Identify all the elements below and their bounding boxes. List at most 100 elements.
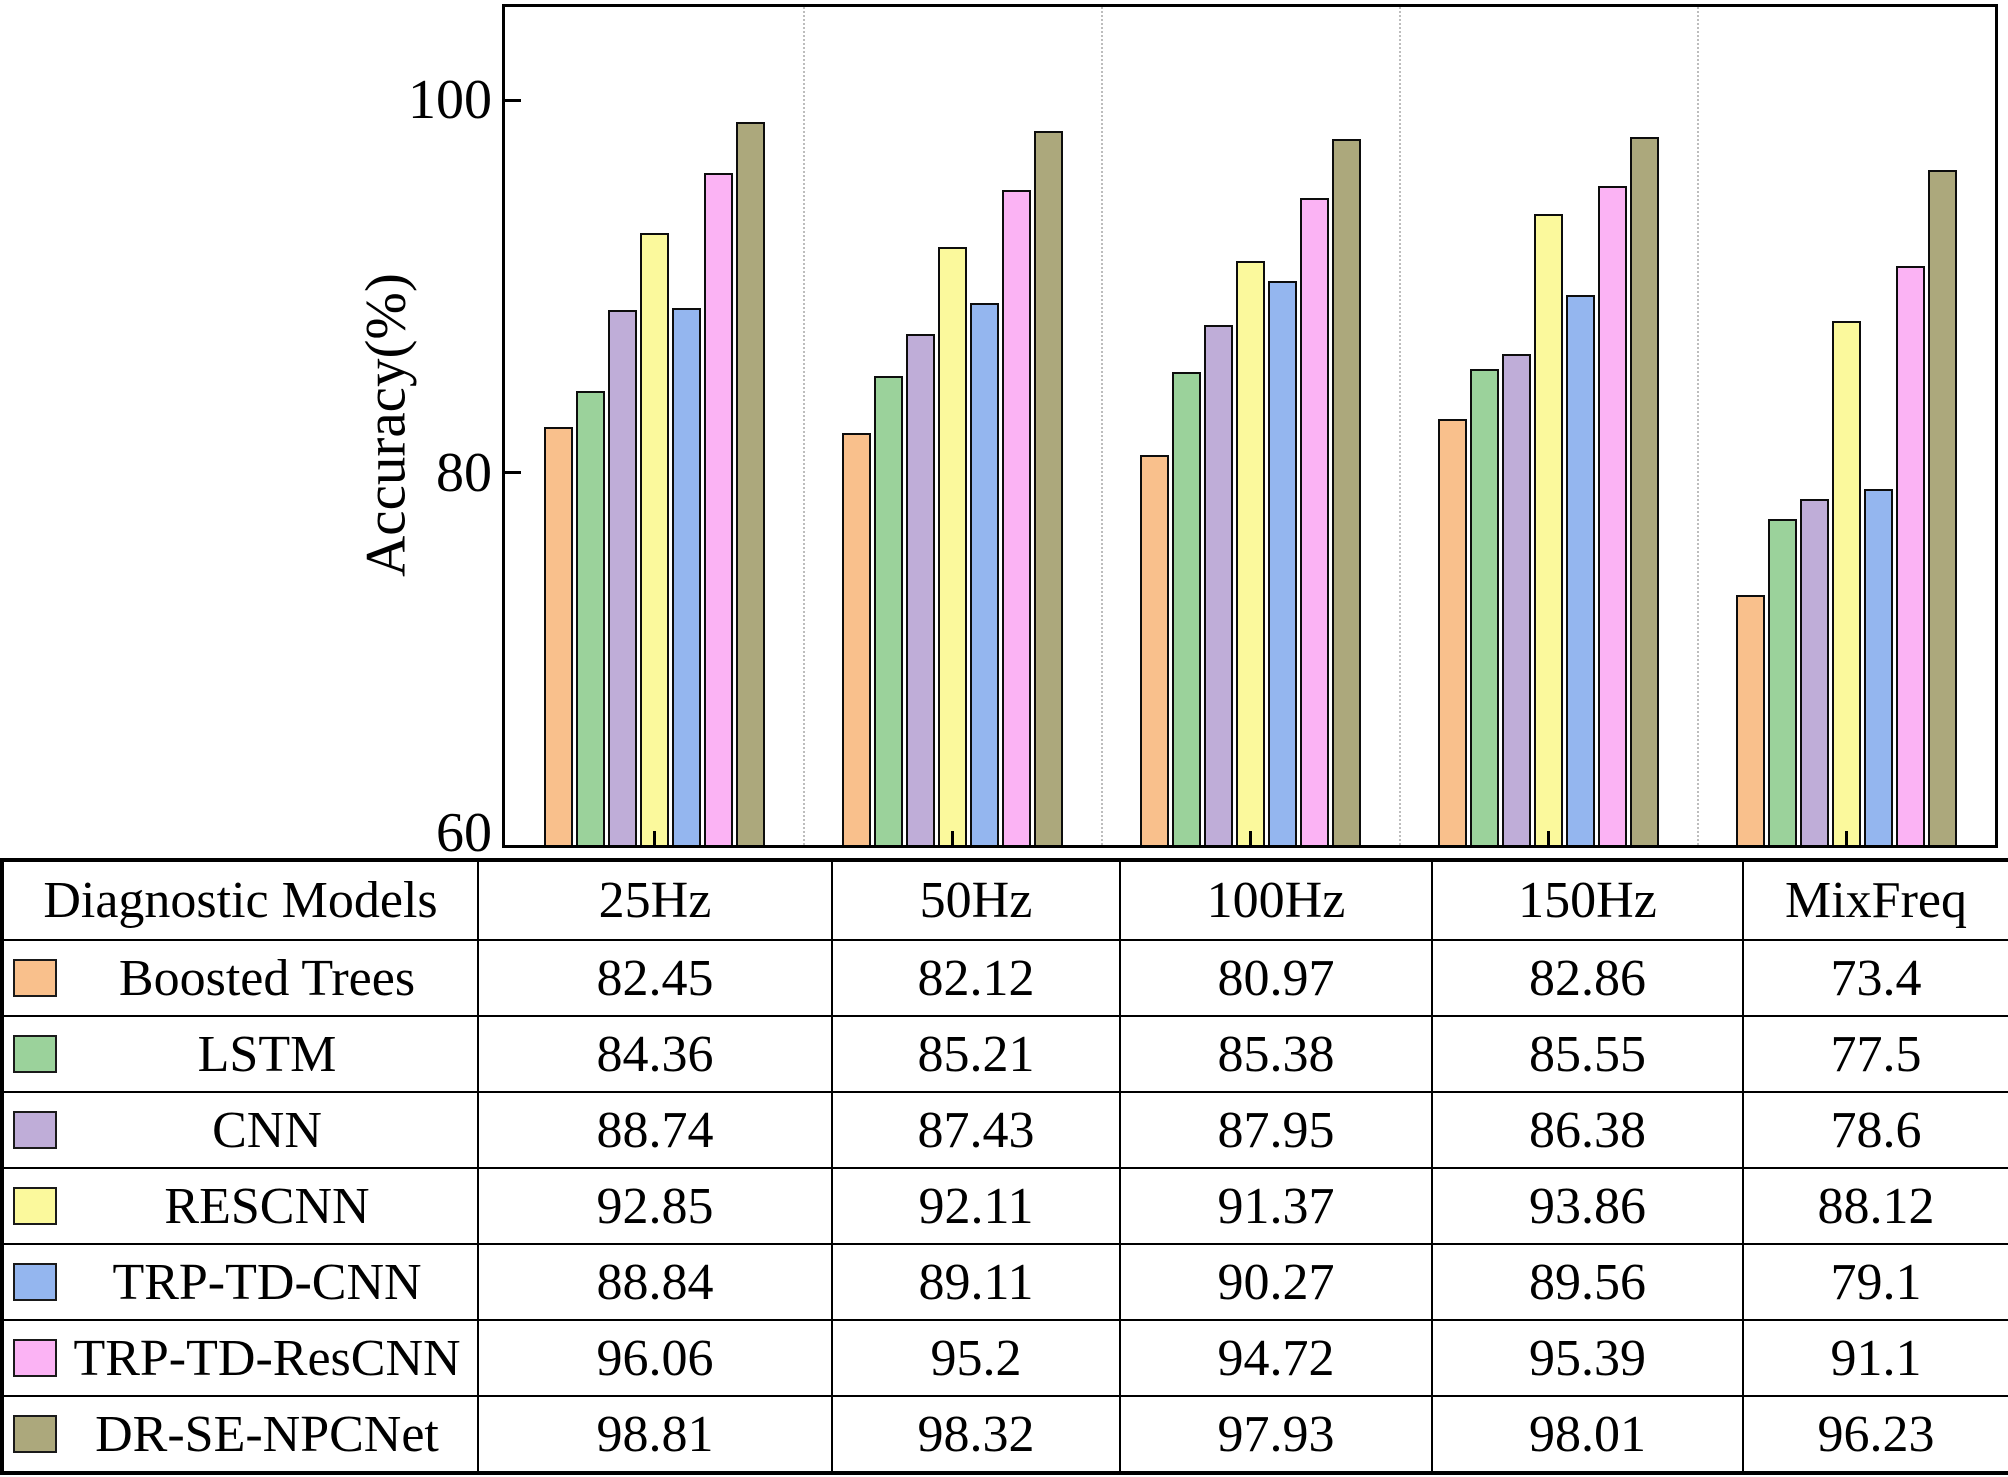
bar-RESCNN-150Hz [1533,214,1563,845]
group-separator-line [803,7,805,845]
header-cell-50Hz: 50Hz [831,859,1121,941]
table-row-TRP-TD-CNN: TRP-TD-CNN 88.84 89.11 90.27 89.56 79.1 [1,1243,2008,1321]
bar-group-MixFreq [1697,7,1995,845]
legend-table-region: Diagnostic Models 25Hz 50Hz 100Hz 150Hz MixFr… [0,858,2008,1475]
model-label: DR-SE-NPCNet [95,1405,439,1463]
value-cell-TRP-TD-ResCNN-MixFreq: 91.1 [1742,1319,2008,1397]
bar-RESCNN-25Hz [639,233,669,845]
value-cell-DR-SE-NPCNet-150Hz: 98.01 [1431,1395,1744,1474]
model-label: CNN [212,1101,322,1159]
value-cell-RESCNN-25Hz: 92.85 [477,1167,833,1245]
value-cell-DR-SE-NPCNet-MixFreq: 96.23 [1742,1395,2008,1474]
bar-Boosted Trees-MixFreq [1735,595,1765,845]
legend-data-table: Diagnostic Models 25Hz 50Hz 100Hz 150Hz MixFr… [0,858,2008,1475]
header-cell-100Hz: 100Hz [1119,859,1433,941]
legend-swatch-Boosted Trees [13,959,57,997]
bar-TRP-TD-ResCNN-25Hz [703,173,733,845]
y-tick-label-100: 100 [408,69,492,132]
value-cell-RESCNN-150Hz: 93.86 [1431,1167,1744,1245]
value-cell-LSTM-25Hz: 84.36 [477,1015,833,1093]
plot-area [502,4,1998,848]
model-cell-Boosted Trees: Boosted Trees [1,939,479,1017]
model-cell-content: DR-SE-NPCNet [4,1405,476,1464]
legend-swatch-DR-SE-NPCNet [13,1415,57,1453]
bar-DR-SE-NPCNet-MixFreq [1927,170,1957,845]
model-cell-TRP-TD-CNN: TRP-TD-CNN [1,1243,479,1321]
bar-LSTM-100Hz [1171,372,1201,845]
model-cell-content: Boosted Trees [4,949,476,1008]
x-axis-tick-50Hz [950,831,954,845]
bar-DR-SE-NPCNet-150Hz [1629,137,1659,845]
header-cell-25Hz: 25Hz [477,859,833,941]
bar-TRP-TD-CNN-150Hz [1565,294,1595,845]
value-cell-Boosted Trees-25Hz: 82.45 [477,939,833,1017]
value-cell-DR-SE-NPCNet-50Hz: 98.32 [831,1395,1121,1474]
value-cell-TRP-TD-CNN-MixFreq: 79.1 [1742,1243,2008,1321]
header-cell-150Hz: 150Hz [1431,859,1744,941]
value-cell-DR-SE-NPCNet-100Hz: 97.93 [1119,1395,1433,1474]
bar-Boosted Trees-100Hz [1139,454,1169,845]
y-axis-tick-80 [505,471,521,475]
value-cell-LSTM-100Hz: 85.38 [1119,1015,1433,1093]
value-cell-DR-SE-NPCNet-25Hz: 98.81 [477,1395,833,1474]
value-cell-CNN-100Hz: 87.95 [1119,1091,1433,1169]
y-tick-label-80: 80 [436,441,492,504]
model-cell-content: TRP-TD-CNN [4,1253,476,1312]
bar-TRP-TD-ResCNN-50Hz [1001,189,1031,845]
model-cell-DR-SE-NPCNet: DR-SE-NPCNet [1,1395,479,1474]
legend-swatch-TRP-TD-ResCNN [13,1339,57,1377]
bar-RESCNN-100Hz [1235,260,1265,845]
bar-TRP-TD-ResCNN-100Hz [1299,198,1329,845]
table-body: Diagnostic Models 25Hz 50Hz 100Hz 150Hz MixFr… [1,859,2008,1474]
group-separator-line [1399,7,1401,845]
bar-TRP-TD-ResCNN-150Hz [1597,185,1627,845]
x-axis-tick-MixFreq [1844,831,1848,845]
y-tick-label-60: 60 [436,802,492,864]
bar-CNN-100Hz [1203,324,1233,845]
bar-TRP-TD-CNN-MixFreq [1863,489,1893,845]
bar-DR-SE-NPCNet-50Hz [1033,131,1063,845]
value-cell-LSTM-50Hz: 85.21 [831,1015,1121,1093]
value-cell-TRP-TD-CNN-25Hz: 88.84 [477,1243,833,1321]
bar-LSTM-MixFreq [1767,519,1797,845]
value-cell-CNN-25Hz: 88.74 [477,1091,833,1169]
model-label: TRP-TD-ResCNN [73,1329,461,1387]
bar-LSTM-25Hz [575,391,605,845]
value-cell-CNN-150Hz: 86.38 [1431,1091,1744,1169]
bar-Boosted Trees-150Hz [1437,419,1467,845]
bar-CNN-25Hz [607,309,637,845]
bar-group-100Hz [1101,7,1399,845]
x-axis-tick-25Hz [652,831,656,845]
value-cell-Boosted Trees-150Hz: 82.86 [1431,939,1744,1017]
value-cell-TRP-TD-CNN-100Hz: 90.27 [1119,1243,1433,1321]
value-cell-TRP-TD-ResCNN-150Hz: 95.39 [1431,1319,1744,1397]
bar-group-50Hz [803,7,1101,845]
value-cell-CNN-MixFreq: 78.6 [1742,1091,2008,1169]
model-label: LSTM [197,1025,337,1083]
bar-group-25Hz [505,7,803,845]
table-row-CNN: CNN 88.74 87.43 87.95 86.38 78.6 [1,1091,2008,1169]
bar-DR-SE-NPCNet-100Hz [1331,138,1361,845]
value-cell-Boosted Trees-50Hz: 82.12 [831,939,1121,1017]
y-axis-tick-100 [505,98,521,102]
bar-RESCNN-50Hz [937,247,967,845]
model-cell-content: LSTM [4,1025,476,1084]
value-cell-LSTM-MixFreq: 77.5 [1742,1015,2008,1093]
value-cell-CNN-50Hz: 87.43 [831,1091,1121,1169]
bar-TRP-TD-CNN-50Hz [969,302,999,845]
table-row-RESCNN: RESCNN 92.85 92.11 91.37 93.86 88.12 [1,1167,2008,1245]
x-axis-tick-100Hz [1248,831,1252,845]
value-cell-TRP-TD-CNN-50Hz: 89.11 [831,1243,1121,1321]
legend-swatch-TRP-TD-CNN [13,1263,57,1301]
model-cell-RESCNN: RESCNN [1,1167,479,1245]
group-separator-line [1101,7,1103,845]
bar-CNN-50Hz [905,334,935,845]
value-cell-RESCNN-100Hz: 91.37 [1119,1167,1433,1245]
x-axis-tick-150Hz [1546,831,1550,845]
model-cell-CNN: CNN [1,1091,479,1169]
bar-TRP-TD-CNN-25Hz [671,307,701,845]
legend-swatch-CNN [13,1111,57,1149]
value-cell-TRP-TD-CNN-150Hz: 89.56 [1431,1243,1744,1321]
value-cell-RESCNN-MixFreq: 88.12 [1742,1167,2008,1245]
